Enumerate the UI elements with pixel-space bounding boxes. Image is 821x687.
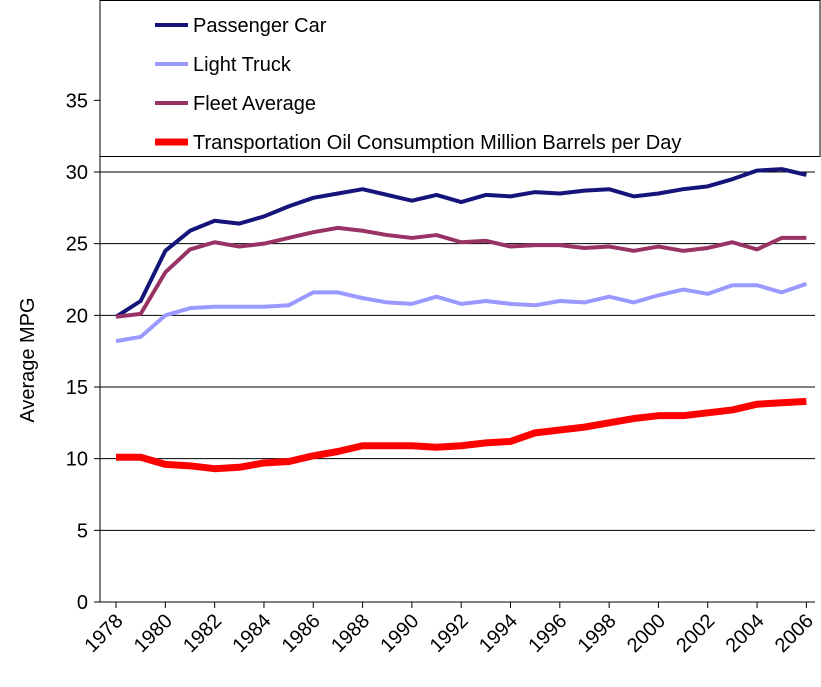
x-tick-label: 1980 (130, 610, 177, 657)
y-tick-label: 20 (66, 305, 88, 327)
legend-label: Fleet Average (193, 93, 316, 115)
y-tick-label: 15 (66, 377, 88, 399)
x-tick-label: 2002 (672, 610, 719, 657)
legend-label: Transportation Oil Consumption Million B… (193, 132, 681, 154)
x-tick-label: 2000 (623, 610, 670, 657)
x-tick-label: 1986 (278, 610, 325, 657)
x-tick-label: 1982 (179, 610, 226, 657)
x-tick-label: 2006 (771, 610, 818, 657)
x-tick-label: 1990 (376, 610, 423, 657)
x-tick-label: 2004 (722, 610, 769, 657)
y-tick-label: 30 (66, 162, 88, 184)
series-line (116, 397, 807, 473)
series-line (114, 167, 807, 319)
x-tick-label: 1978 (81, 610, 128, 657)
legend-label: Passenger Car (193, 15, 327, 37)
legend-box (99, 0, 821, 157)
y-axis-label: Average MPG (17, 297, 39, 422)
legend-label: Light Truck (193, 54, 292, 76)
y-tick-label: 10 (66, 449, 88, 471)
x-tick-label: 1992 (426, 610, 473, 657)
series-line (115, 281, 808, 344)
y-tick-label: 5 (77, 520, 88, 542)
x-tick-label: 1984 (228, 610, 275, 657)
y-tick-label: 25 (66, 234, 88, 256)
y-tick-label: 0 (77, 592, 88, 614)
y-tick-label: 35 (66, 90, 88, 112)
series-line (115, 225, 807, 319)
x-tick-label: 1988 (327, 610, 374, 657)
x-tick-label: 1994 (475, 610, 522, 657)
x-tick-label: 1996 (524, 610, 571, 657)
x-tick-label: 1998 (574, 610, 621, 657)
